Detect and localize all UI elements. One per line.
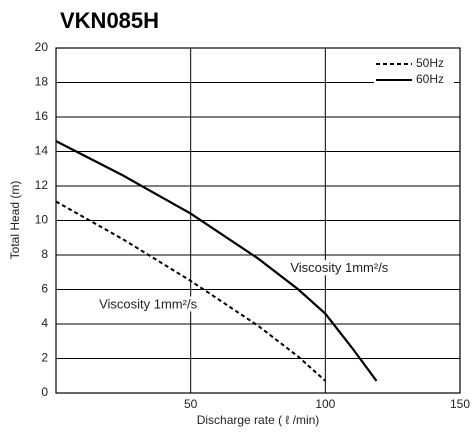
y-tick-label: 6 bbox=[41, 282, 48, 296]
x-tick-label: 150 bbox=[450, 397, 470, 411]
y-axis-label: Total Head (m) bbox=[8, 181, 22, 260]
y-tick-label: 0 bbox=[41, 385, 48, 399]
y-tick-label: 16 bbox=[35, 109, 49, 123]
y-tick-label: 14 bbox=[35, 144, 49, 158]
y-tick-label: 2 bbox=[41, 351, 48, 365]
x-axis-label: Discharge rate ( ℓ /min) bbox=[197, 413, 320, 427]
annotation-bg bbox=[97, 296, 200, 312]
y-tick-label: 18 bbox=[35, 75, 49, 89]
annotation: Viscosity 1mm²/s bbox=[290, 260, 388, 275]
x-tick-label: 100 bbox=[315, 397, 335, 411]
line-series bbox=[55, 140, 378, 382]
annotation: Viscosity 1mm²/s bbox=[99, 296, 197, 311]
annotation-bg bbox=[288, 260, 391, 276]
legend-bg bbox=[374, 54, 454, 90]
y-tick-label: 8 bbox=[41, 247, 48, 261]
y-tick-label: 12 bbox=[35, 178, 49, 192]
line-series bbox=[55, 200, 327, 382]
y-tick-label: 4 bbox=[41, 316, 48, 330]
y-tick-label: 10 bbox=[35, 213, 49, 227]
chart-title: VKN085H bbox=[60, 8, 159, 33]
legend-label: 50Hz bbox=[416, 56, 444, 70]
x-tick-label: 50 bbox=[184, 397, 198, 411]
legend-label: 60Hz bbox=[416, 72, 444, 86]
y-tick-label: 20 bbox=[35, 40, 49, 54]
